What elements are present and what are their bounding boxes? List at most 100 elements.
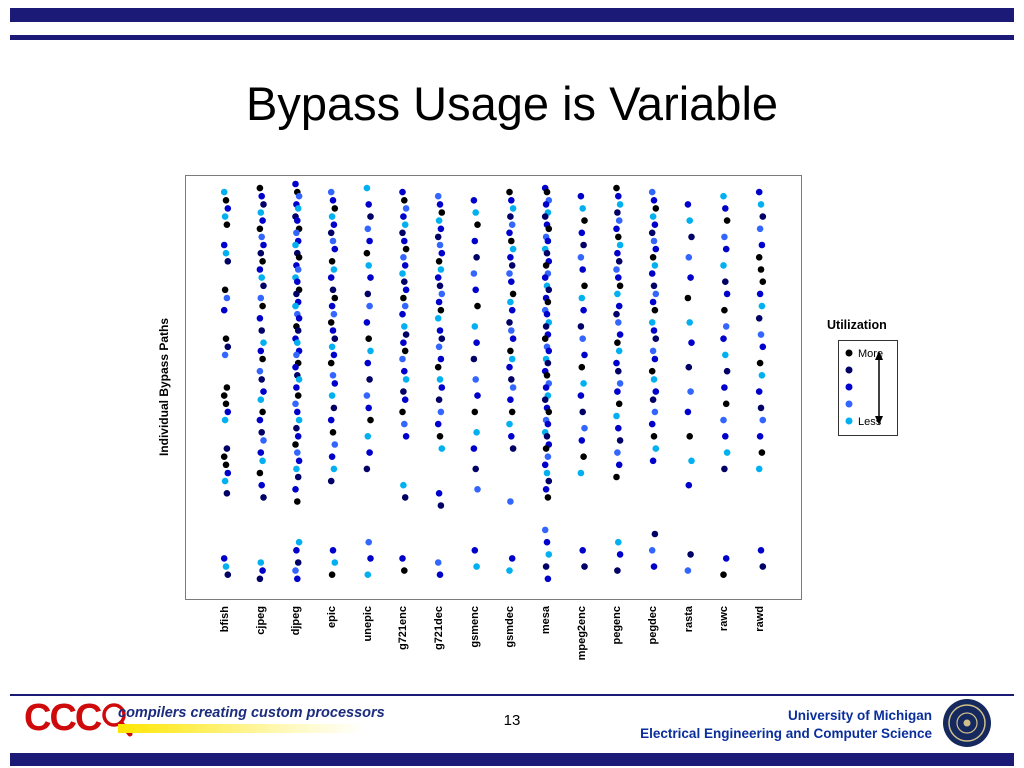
scatter-dot — [722, 323, 730, 330]
scatter-dot — [294, 449, 301, 456]
scatter-dot — [613, 473, 620, 481]
scatter-dot — [509, 290, 517, 298]
legend-arrow-up-icon — [875, 351, 883, 360]
scatter-dot — [295, 315, 303, 322]
scatter-dot — [471, 408, 479, 416]
scatter-dot — [327, 229, 335, 237]
scatter-dot — [401, 302, 409, 310]
scatter-dot — [650, 563, 658, 570]
scatter-dot — [651, 408, 659, 416]
x-label-cjpeg: cjpeg — [254, 606, 267, 635]
scatter-dot — [472, 376, 480, 383]
scatter-dot — [687, 274, 694, 281]
scatter-dot — [473, 339, 480, 346]
dot-column-rawc — [720, 192, 731, 578]
scatter-dot — [506, 319, 513, 326]
tagline-block: compilers creating custom processors — [118, 705, 385, 733]
scatter-dot — [613, 412, 620, 420]
scatter-dot — [688, 233, 695, 241]
scatter-dot — [400, 481, 407, 489]
scatter-dot — [508, 376, 515, 383]
scatter-dot — [652, 335, 660, 342]
scatter-dot — [401, 367, 408, 375]
scatter-dot — [402, 286, 410, 294]
scatter-dot — [720, 262, 727, 269]
scatter-dot — [613, 359, 620, 367]
scatter-dot — [579, 205, 586, 212]
scatter-dot — [721, 306, 728, 314]
scatter-dot — [295, 416, 303, 424]
scatter-dot — [542, 384, 550, 391]
org-block: University of Michigan Electrical Engine… — [640, 707, 932, 742]
x-label-mesa: mesa — [540, 606, 552, 635]
scatter-dot — [757, 266, 765, 273]
scatter-dot — [434, 315, 442, 322]
scatter-dot — [721, 465, 728, 473]
scatter-dot — [651, 262, 659, 269]
scatter-dot — [616, 551, 624, 558]
scatter-dot — [506, 567, 513, 574]
scatter-dot — [508, 327, 515, 334]
scatter-dot — [650, 237, 658, 245]
scatter-dot — [648, 367, 656, 375]
scatter-dot — [686, 319, 693, 326]
scatter-dot — [220, 188, 228, 196]
scatter-dot — [508, 197, 515, 204]
scatter-dot — [437, 306, 445, 314]
scatter-dot — [614, 249, 621, 257]
scatter-dot — [328, 343, 336, 351]
scatter-dot — [294, 205, 302, 212]
scatter-dot — [327, 359, 335, 367]
scatter-dot — [400, 254, 407, 261]
scatter-dot — [650, 197, 658, 204]
scatter-dot — [224, 343, 232, 351]
scatter-dot — [222, 249, 230, 257]
scatter-dot — [365, 335, 372, 342]
dot-column-rawd — [755, 188, 767, 570]
x-label-g721dec: g721dec — [433, 606, 445, 651]
scatter-dot — [755, 188, 763, 196]
scatter-dot — [473, 429, 480, 436]
scatter-dot — [508, 221, 516, 228]
scatter-dot — [578, 363, 586, 371]
scatter-dot — [722, 245, 730, 253]
legend-dot-less — [845, 417, 853, 425]
scatter-dot — [615, 400, 623, 408]
scatter-dot — [438, 209, 446, 216]
scatter-dot — [258, 376, 265, 383]
scatter-dot — [365, 538, 372, 546]
scatter-dot — [543, 310, 551, 318]
scatter-dot — [542, 563, 550, 570]
scatter-dot — [473, 254, 480, 261]
scatter-dot — [688, 457, 695, 465]
scatter-dot — [508, 237, 515, 245]
scatter-dot — [328, 258, 336, 265]
scatter-dot — [650, 376, 658, 383]
scatter-dot — [257, 209, 265, 216]
scatter-dot — [331, 335, 339, 342]
scatter-dot — [580, 306, 587, 314]
scatter-dot — [684, 201, 692, 208]
scatter-dot — [402, 245, 410, 253]
scatter-dot — [330, 310, 338, 318]
scatter-dot — [329, 429, 337, 436]
x-label-pegenc: pegenc — [611, 606, 624, 645]
scatter-dot — [434, 192, 442, 200]
scatter-dot — [367, 347, 374, 355]
scatter-dot — [470, 270, 478, 277]
scatter-dot — [648, 420, 656, 428]
scatter-dot — [438, 384, 446, 391]
scatter-dot — [651, 221, 659, 228]
dot-column-gsmenc — [470, 197, 481, 570]
scatter-dot — [577, 323, 585, 330]
scatter-dot — [545, 225, 553, 233]
scatter-dot — [541, 335, 549, 342]
scatter-dot — [614, 449, 621, 456]
dot-column-g721dec — [434, 192, 446, 578]
scatter-dot — [402, 433, 410, 440]
scatter-dot — [438, 335, 446, 342]
scatter-dot — [543, 469, 551, 477]
scatter-dot — [545, 477, 553, 485]
scatter-dot — [294, 339, 301, 346]
